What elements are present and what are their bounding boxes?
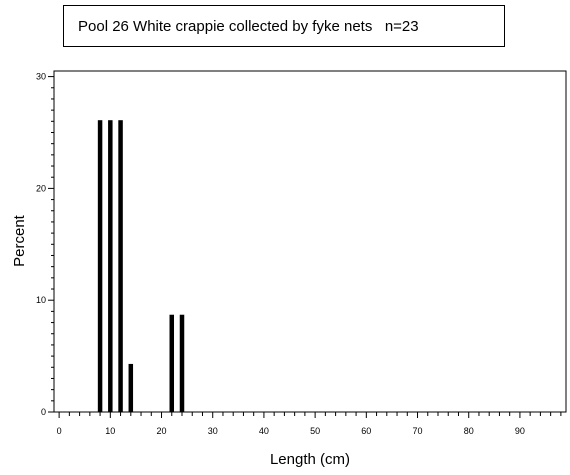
histogram-bar: [108, 120, 113, 412]
y-tick-label: 20: [36, 183, 46, 193]
x-tick-label: 10: [105, 426, 115, 436]
histogram-bar: [179, 314, 185, 412]
chart-title: Pool 26 White crappie collected by fyke …: [78, 18, 419, 35]
histogram-bar: [118, 120, 123, 412]
y-tick-label: 0: [41, 407, 46, 417]
chart-title-box: Pool 26 White crappie collected by fyke …: [63, 5, 505, 47]
x-tick-label: 70: [413, 426, 423, 436]
x-tick-label: 40: [259, 426, 269, 436]
x-tick-label: 60: [361, 426, 371, 436]
x-tick-label: 30: [208, 426, 218, 436]
histogram-bar: [169, 314, 175, 412]
x-tick-label: 50: [310, 426, 320, 436]
plot-frame: [53, 70, 567, 413]
y-tick-label: 10: [36, 295, 46, 305]
histogram-bar: [128, 363, 134, 412]
y-axis-label: Percent: [11, 214, 28, 267]
x-tick-label: 80: [464, 426, 474, 436]
x-axis-label: Length (cm): [270, 451, 350, 468]
x-tick-label: 20: [157, 426, 167, 436]
histogram-bar: [97, 120, 103, 412]
y-tick-label: 30: [36, 72, 46, 82]
x-tick-label: 90: [515, 426, 525, 436]
x-tick-label: 0: [57, 426, 62, 436]
